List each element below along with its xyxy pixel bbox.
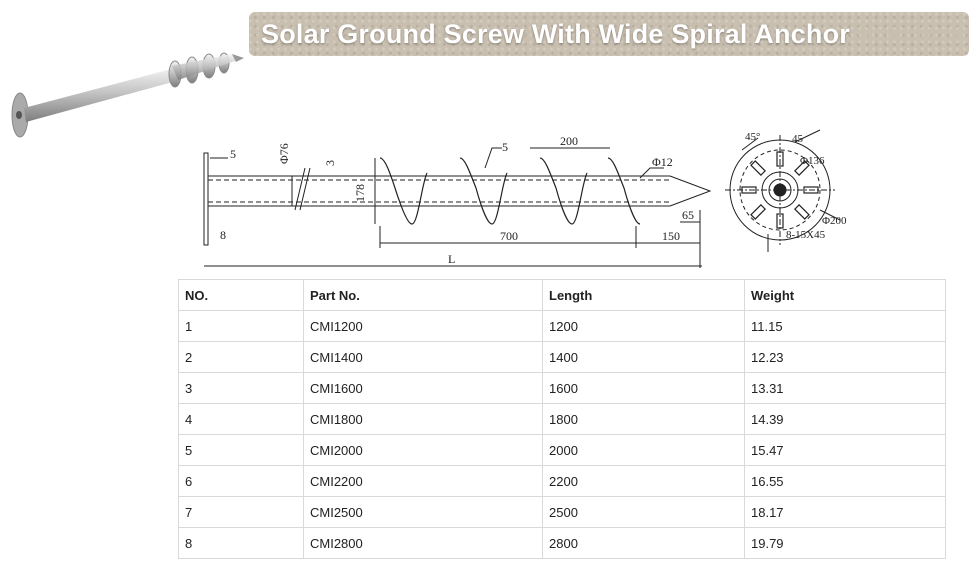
cell-weight: 14.39 — [744, 403, 946, 435]
table-row: 1 CMI1200 1200 11.15 — [178, 310, 946, 342]
col-header-length: Length — [542, 279, 745, 311]
label-l8: 8 — [220, 228, 226, 242]
label-a45: 45° — [745, 131, 760, 143]
label-d178: 178 — [353, 184, 367, 202]
col-header-part-no: Part No. — [303, 279, 543, 311]
cell-weight: 19.79 — [744, 527, 946, 559]
cell-part-no: CMI1200 — [303, 310, 543, 342]
cell-weight: 13.31 — [744, 372, 946, 404]
label-d136: Φ136 — [800, 155, 825, 167]
cell-part-no: CMI2000 — [303, 434, 543, 466]
cell-weight: 18.17 — [744, 496, 946, 528]
cell-length: 2200 — [542, 465, 745, 497]
label-t5: 5 — [230, 147, 236, 161]
cell-part-no: CMI1600 — [303, 372, 543, 404]
col-header-no: NO. — [178, 279, 304, 311]
table-row: 4 CMI1800 1800 14.39 — [178, 403, 946, 435]
cell-weight: 12.23 — [744, 341, 946, 373]
cell-no: 7 — [178, 496, 304, 528]
cell-length: 1400 — [542, 341, 745, 373]
specifications-table: NO. Part No. Length Weight 1 CMI1200 120… — [178, 279, 946, 559]
label-d76: Φ76 — [277, 143, 291, 164]
label-l150: 150 — [662, 229, 680, 243]
cell-weight: 11.15 — [744, 310, 946, 342]
table-row: 2 CMI1400 1400 12.23 — [178, 341, 946, 373]
cell-length: 2800 — [542, 527, 745, 559]
cell-no: 6 — [178, 465, 304, 497]
cell-length: 1800 — [542, 403, 745, 435]
banner-title: Solar Ground Screw With Wide Spiral Anch… — [261, 19, 850, 49]
label-L: L — [448, 252, 455, 266]
table-row: 3 CMI1600 1600 13.31 — [178, 372, 946, 404]
label-d200: Φ200 — [822, 215, 847, 227]
title-banner: Solar Ground Screw With Wide Spiral Anch… — [249, 12, 969, 56]
cell-length: 1200 — [542, 310, 745, 342]
cell-no: 1 — [178, 310, 304, 342]
table-header-row: NO. Part No. Length Weight — [178, 279, 946, 311]
cell-part-no: CMI1800 — [303, 403, 543, 435]
cell-part-no: CMI2200 — [303, 465, 543, 497]
col-header-weight: Weight — [744, 279, 946, 311]
label-p200: 200 — [560, 134, 578, 148]
cell-no: 5 — [178, 434, 304, 466]
cell-length: 2000 — [542, 434, 745, 466]
label-a45b: 45 — [792, 133, 804, 145]
technical-drawing: Φ76 5 3 178 5 200 Φ12 65 8 700 150 L 45°… — [203, 129, 847, 268]
cell-no: 3 — [178, 372, 304, 404]
table-row: 7 CMI2500 2500 18.17 — [178, 496, 946, 528]
label-w5: 5 — [502, 140, 508, 154]
ground-screw-photo — [11, 52, 244, 138]
cell-no: 4 — [178, 403, 304, 435]
cell-weight: 15.47 — [744, 434, 946, 466]
cell-part-no: CMI2800 — [303, 527, 543, 559]
table-row: 6 CMI2200 2200 16.55 — [178, 465, 946, 497]
label-l65: 65 — [682, 208, 694, 222]
cell-weight: 16.55 — [744, 465, 946, 497]
label-holes: 8-15X45 — [786, 229, 826, 241]
label-l700: 700 — [500, 229, 518, 243]
cell-length: 1600 — [542, 372, 745, 404]
table-row: 5 CMI2000 2000 15.47 — [178, 434, 946, 466]
cell-length: 2500 — [542, 496, 745, 528]
cell-no: 8 — [178, 527, 304, 559]
cell-part-no: CMI2500 — [303, 496, 543, 528]
table-row: 8 CMI2800 2800 19.79 — [178, 527, 946, 559]
cell-no: 2 — [178, 341, 304, 373]
label-d12: Φ12 — [652, 155, 673, 169]
label-t3: 3 — [323, 160, 337, 166]
cell-part-no: CMI1400 — [303, 341, 543, 373]
